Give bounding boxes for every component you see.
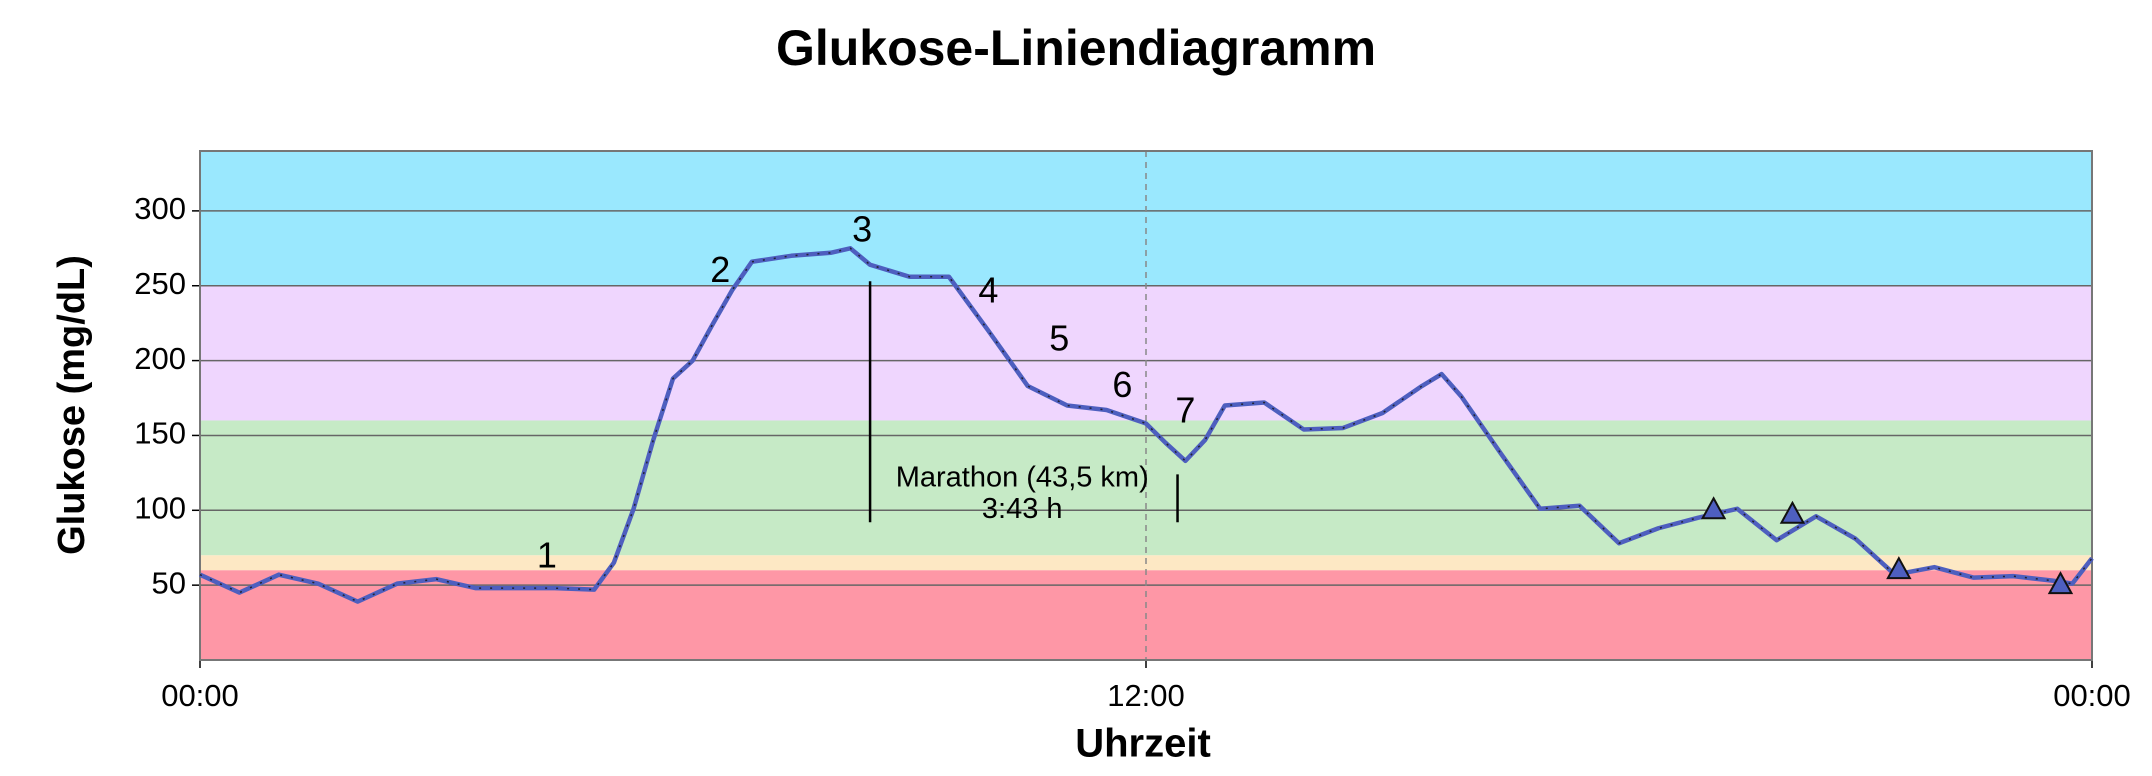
marker xyxy=(1886,556,1912,580)
annotation: 1 xyxy=(537,535,557,576)
y-tick-label: 100 xyxy=(134,490,186,525)
y-tick-label: 300 xyxy=(134,191,186,226)
plot-frame xyxy=(199,150,2093,661)
x-tick-label: 12:00 xyxy=(1107,678,1185,713)
y-tick-label: 200 xyxy=(134,341,186,376)
y-tick-label: 50 xyxy=(152,565,186,600)
line xyxy=(199,246,2094,604)
annotation: 2 xyxy=(710,249,730,290)
annotation: 4 xyxy=(978,270,998,311)
y-axis-label: Glukose (mg/dL) xyxy=(51,255,93,555)
x-tick-label: 00:00 xyxy=(2053,678,2131,713)
annotation: 6 xyxy=(1112,364,1132,405)
x-tick-label: 00:00 xyxy=(161,678,239,713)
marker xyxy=(1700,496,1727,520)
annotation: 3 xyxy=(852,208,872,249)
x-axis-label: Uhrzeit xyxy=(1075,722,1211,766)
marker xyxy=(1779,500,1806,524)
annotation: 5 xyxy=(1049,318,1069,359)
marker xyxy=(2047,571,2074,595)
annotation: 3:43 h xyxy=(982,493,1063,525)
y-tick-label: 250 xyxy=(134,266,186,301)
annotation: Marathon (43,5 km) xyxy=(896,462,1149,494)
chart-title: Glukose-Liniendiagramm xyxy=(776,20,1376,76)
annotation: 7 xyxy=(1175,390,1195,431)
y-tick-label: 150 xyxy=(134,416,186,451)
